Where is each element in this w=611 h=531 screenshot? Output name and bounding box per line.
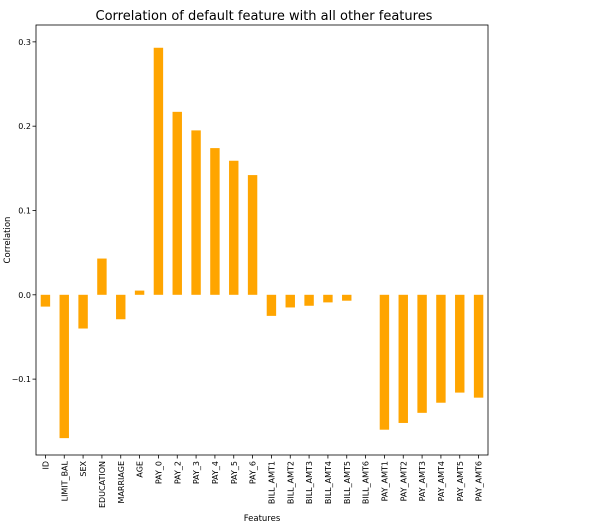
bar-pay-amt1 [379,294,390,430]
bar-pay-6 [247,175,258,295]
bar-bill-amt2 [285,294,295,308]
x-tick-label: MARRIAGE [117,461,126,503]
plot-frame [35,24,489,456]
bars-layer [40,47,484,439]
x-tick-label: BILL_AMT2 [286,461,295,504]
bar-sex [78,294,88,329]
x-tick-label: PAY_AMT6 [475,461,484,501]
x-tick-label: PAY_AMT5 [456,461,465,501]
x-tick-label: BILL_AMT6 [362,461,371,504]
x-tick-label: PAY_5 [230,461,239,484]
bar-pay-2 [172,111,182,295]
bar-pay-0 [153,47,164,295]
bar-id [40,294,51,307]
x-tick-label: BILL_AMT1 [267,461,276,504]
x-tick-label: PAY_6 [249,461,258,484]
y-tick-label: 0.3 [18,38,31,47]
y-tick-label: 0.1 [18,206,31,215]
x-tick-label: PAY_3 [192,461,201,484]
y-axis-label: Correlation [3,217,13,264]
x-tick-label: PAY_AMT1 [380,461,389,501]
bar-pay-amt3 [417,294,427,413]
y-tick-label: 0.0 [18,291,31,300]
bar-pay-amt5 [455,294,465,393]
chart-title: Correlation of default feature with all … [96,9,433,24]
x-tick-label: PAY_4 [211,461,220,484]
bar-pay-4 [210,148,220,295]
bar-bill-amt4 [323,294,333,303]
bar-bill-amt3 [304,294,314,306]
x-tick-label: ID [41,461,50,470]
x-tick-label: BILL_AMT5 [343,461,352,504]
bar-bill-amt5 [342,294,352,301]
x-tick-label: EDUCATION [98,461,107,508]
bar-pay-amt4 [436,294,446,403]
bar-age [134,290,145,295]
x-tick-label: PAY_AMT4 [437,461,446,501]
y-tick-label: −0.1 [12,375,31,384]
bar-limit-bal [59,294,69,439]
bar-pay-amt6 [473,294,484,398]
x-tick-label: LIMIT_BAL [60,460,69,501]
bar-marriage [116,294,126,320]
x-tick-label: PAY_0 [154,461,163,484]
x-tick-label: BILL_AMT4 [324,461,333,504]
y-tick-label: 0.2 [18,122,31,131]
x-tick-label: PAY_AMT3 [418,461,427,501]
bar-pay-3 [191,130,201,295]
bar-pay-amt2 [398,294,408,423]
x-axis: ID LIMIT_BAL SEX EDUCATION MARRIAGE AGE PAY_0 P… [41,455,484,508]
x-tick-label: PAY_AMT2 [399,461,408,501]
x-tick-label: AGE [136,461,145,478]
bar-bill-amt1 [266,294,277,316]
bar-pay-5 [229,160,239,295]
x-tick-label: SEX [79,460,88,476]
x-tick-label: PAY_2 [173,461,182,484]
x-tick-label: BILL_AMT3 [305,461,314,504]
bar-education [97,258,107,295]
y-axis: −0.1 0.0 0.1 0.2 0.3 [12,38,36,384]
x-axis-label: Features [244,514,281,524]
